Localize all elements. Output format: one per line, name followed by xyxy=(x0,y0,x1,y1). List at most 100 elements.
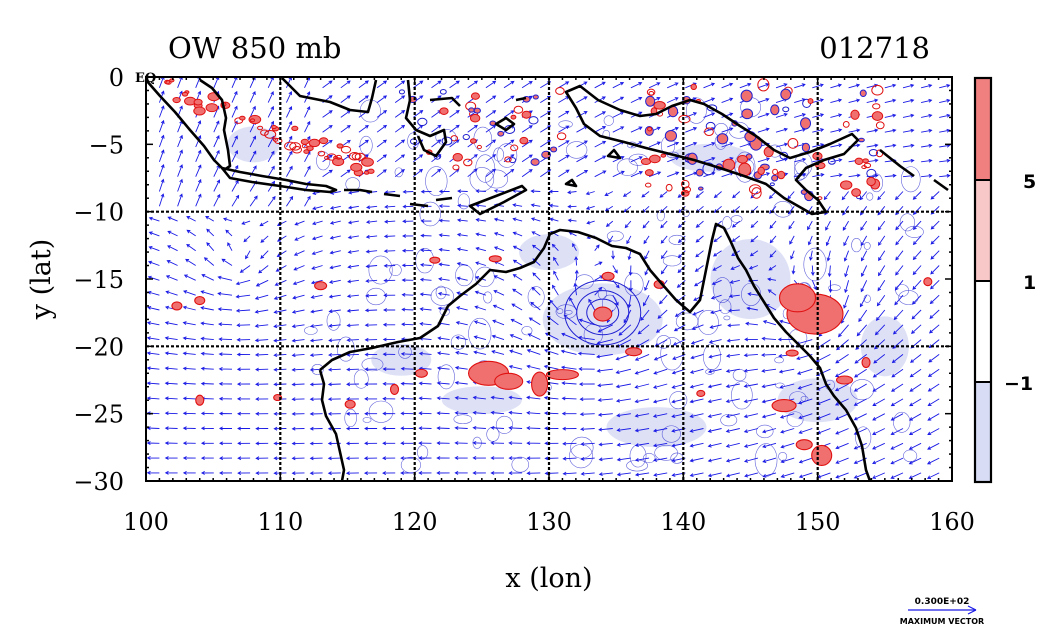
wind-vector xyxy=(693,279,704,287)
ow-cell xyxy=(772,168,779,176)
wind-vector xyxy=(703,82,716,89)
wind-vector xyxy=(526,471,541,476)
wind-vector xyxy=(560,365,577,370)
wind-vector xyxy=(860,235,868,247)
wind-vector xyxy=(490,410,505,415)
wind-vector xyxy=(576,111,588,118)
wind-vector xyxy=(579,412,595,417)
wind-vector xyxy=(854,368,867,378)
wind-vector xyxy=(436,411,450,415)
wind-vector xyxy=(418,456,432,460)
positive-ow-patch xyxy=(494,372,524,390)
wind-vector xyxy=(164,336,178,341)
negative-ow-contour xyxy=(417,445,429,460)
wind-vector xyxy=(890,413,904,421)
negative-ow-contour xyxy=(389,264,402,277)
wind-vector xyxy=(558,125,570,133)
ow-cell xyxy=(697,186,704,191)
wind-vector xyxy=(920,98,933,104)
ow-cell xyxy=(361,157,374,167)
wind-vector xyxy=(492,304,505,311)
wind-vector xyxy=(467,80,479,89)
wind-vector xyxy=(902,113,915,118)
wind-vector xyxy=(853,383,867,392)
wind-vector xyxy=(598,457,613,462)
wind-vector xyxy=(762,457,777,463)
wind-vector xyxy=(685,141,698,148)
negative-ow-contour xyxy=(435,285,447,300)
wind-vector xyxy=(890,398,904,407)
wind-vector xyxy=(848,173,861,178)
wind-vector xyxy=(713,191,722,199)
wind-vector xyxy=(835,442,849,450)
wind-vector xyxy=(227,242,233,251)
wind-vector xyxy=(205,216,215,222)
wind-vector xyxy=(560,349,577,355)
wind-vector xyxy=(254,352,269,357)
wind-vector xyxy=(340,95,351,103)
y-tick-label: −10 xyxy=(73,199,124,227)
wind-vector xyxy=(597,398,613,402)
ow-cell xyxy=(660,153,667,158)
wind-vector xyxy=(627,250,632,261)
wind-vector xyxy=(376,110,388,118)
wind-vector xyxy=(574,256,579,266)
wind-vector xyxy=(689,472,704,478)
wind-vector xyxy=(456,261,468,266)
wind-vector xyxy=(660,265,668,275)
wind-vector xyxy=(235,294,251,299)
wind-vector xyxy=(383,308,396,312)
wind-vector xyxy=(812,98,825,104)
ow-cell xyxy=(770,104,780,116)
wind-vector xyxy=(848,128,861,133)
wind-vector xyxy=(561,411,577,416)
wind-vector xyxy=(612,96,625,104)
wind-vector xyxy=(908,442,922,450)
colorbar-band-zero xyxy=(975,281,991,382)
wind-vector xyxy=(707,368,722,374)
wind-vector xyxy=(911,309,922,320)
wind-vector xyxy=(911,294,922,305)
wind-vector xyxy=(653,457,668,462)
ow-cell xyxy=(417,117,428,127)
ow-cell xyxy=(289,142,302,151)
wind-vector xyxy=(485,139,497,148)
wind-vector xyxy=(526,456,541,461)
ow-cell xyxy=(306,145,314,152)
wind-vector xyxy=(761,353,777,357)
wind-vector xyxy=(293,250,305,256)
wind-vector xyxy=(276,250,287,257)
wind-vector xyxy=(908,457,922,465)
wind-vector xyxy=(929,294,940,305)
ow-cell xyxy=(257,125,264,131)
negative-ow-contour xyxy=(774,356,784,364)
wind-vector xyxy=(449,124,460,133)
negative-ow-contour xyxy=(453,414,473,425)
positive-ow-patch xyxy=(625,347,643,357)
wind-vector xyxy=(254,323,269,328)
wind-vector xyxy=(217,275,233,281)
wind-vector xyxy=(634,442,650,448)
wind-vector xyxy=(634,353,650,361)
wind-vector xyxy=(200,441,214,446)
wind-vector xyxy=(667,97,679,104)
ow-cell xyxy=(303,149,310,154)
negative-ow-contour xyxy=(828,284,841,292)
ow-cell xyxy=(249,118,256,123)
wind-vector xyxy=(493,188,505,193)
wind-vector xyxy=(267,150,275,163)
wind-vector xyxy=(921,128,933,133)
wind-vector xyxy=(164,381,178,386)
wind-vector xyxy=(585,191,595,196)
wind-vector xyxy=(644,280,650,292)
wind-vector xyxy=(872,368,886,378)
wind-vector xyxy=(648,82,661,89)
wind-vector xyxy=(419,277,432,282)
wind-vector xyxy=(236,323,251,328)
wind-vector xyxy=(780,442,795,449)
wind-vector xyxy=(927,398,940,406)
negative-ow-contour xyxy=(661,425,681,443)
wind-vector xyxy=(526,410,541,415)
wind-vector xyxy=(624,220,632,229)
wind-vector xyxy=(358,139,369,148)
